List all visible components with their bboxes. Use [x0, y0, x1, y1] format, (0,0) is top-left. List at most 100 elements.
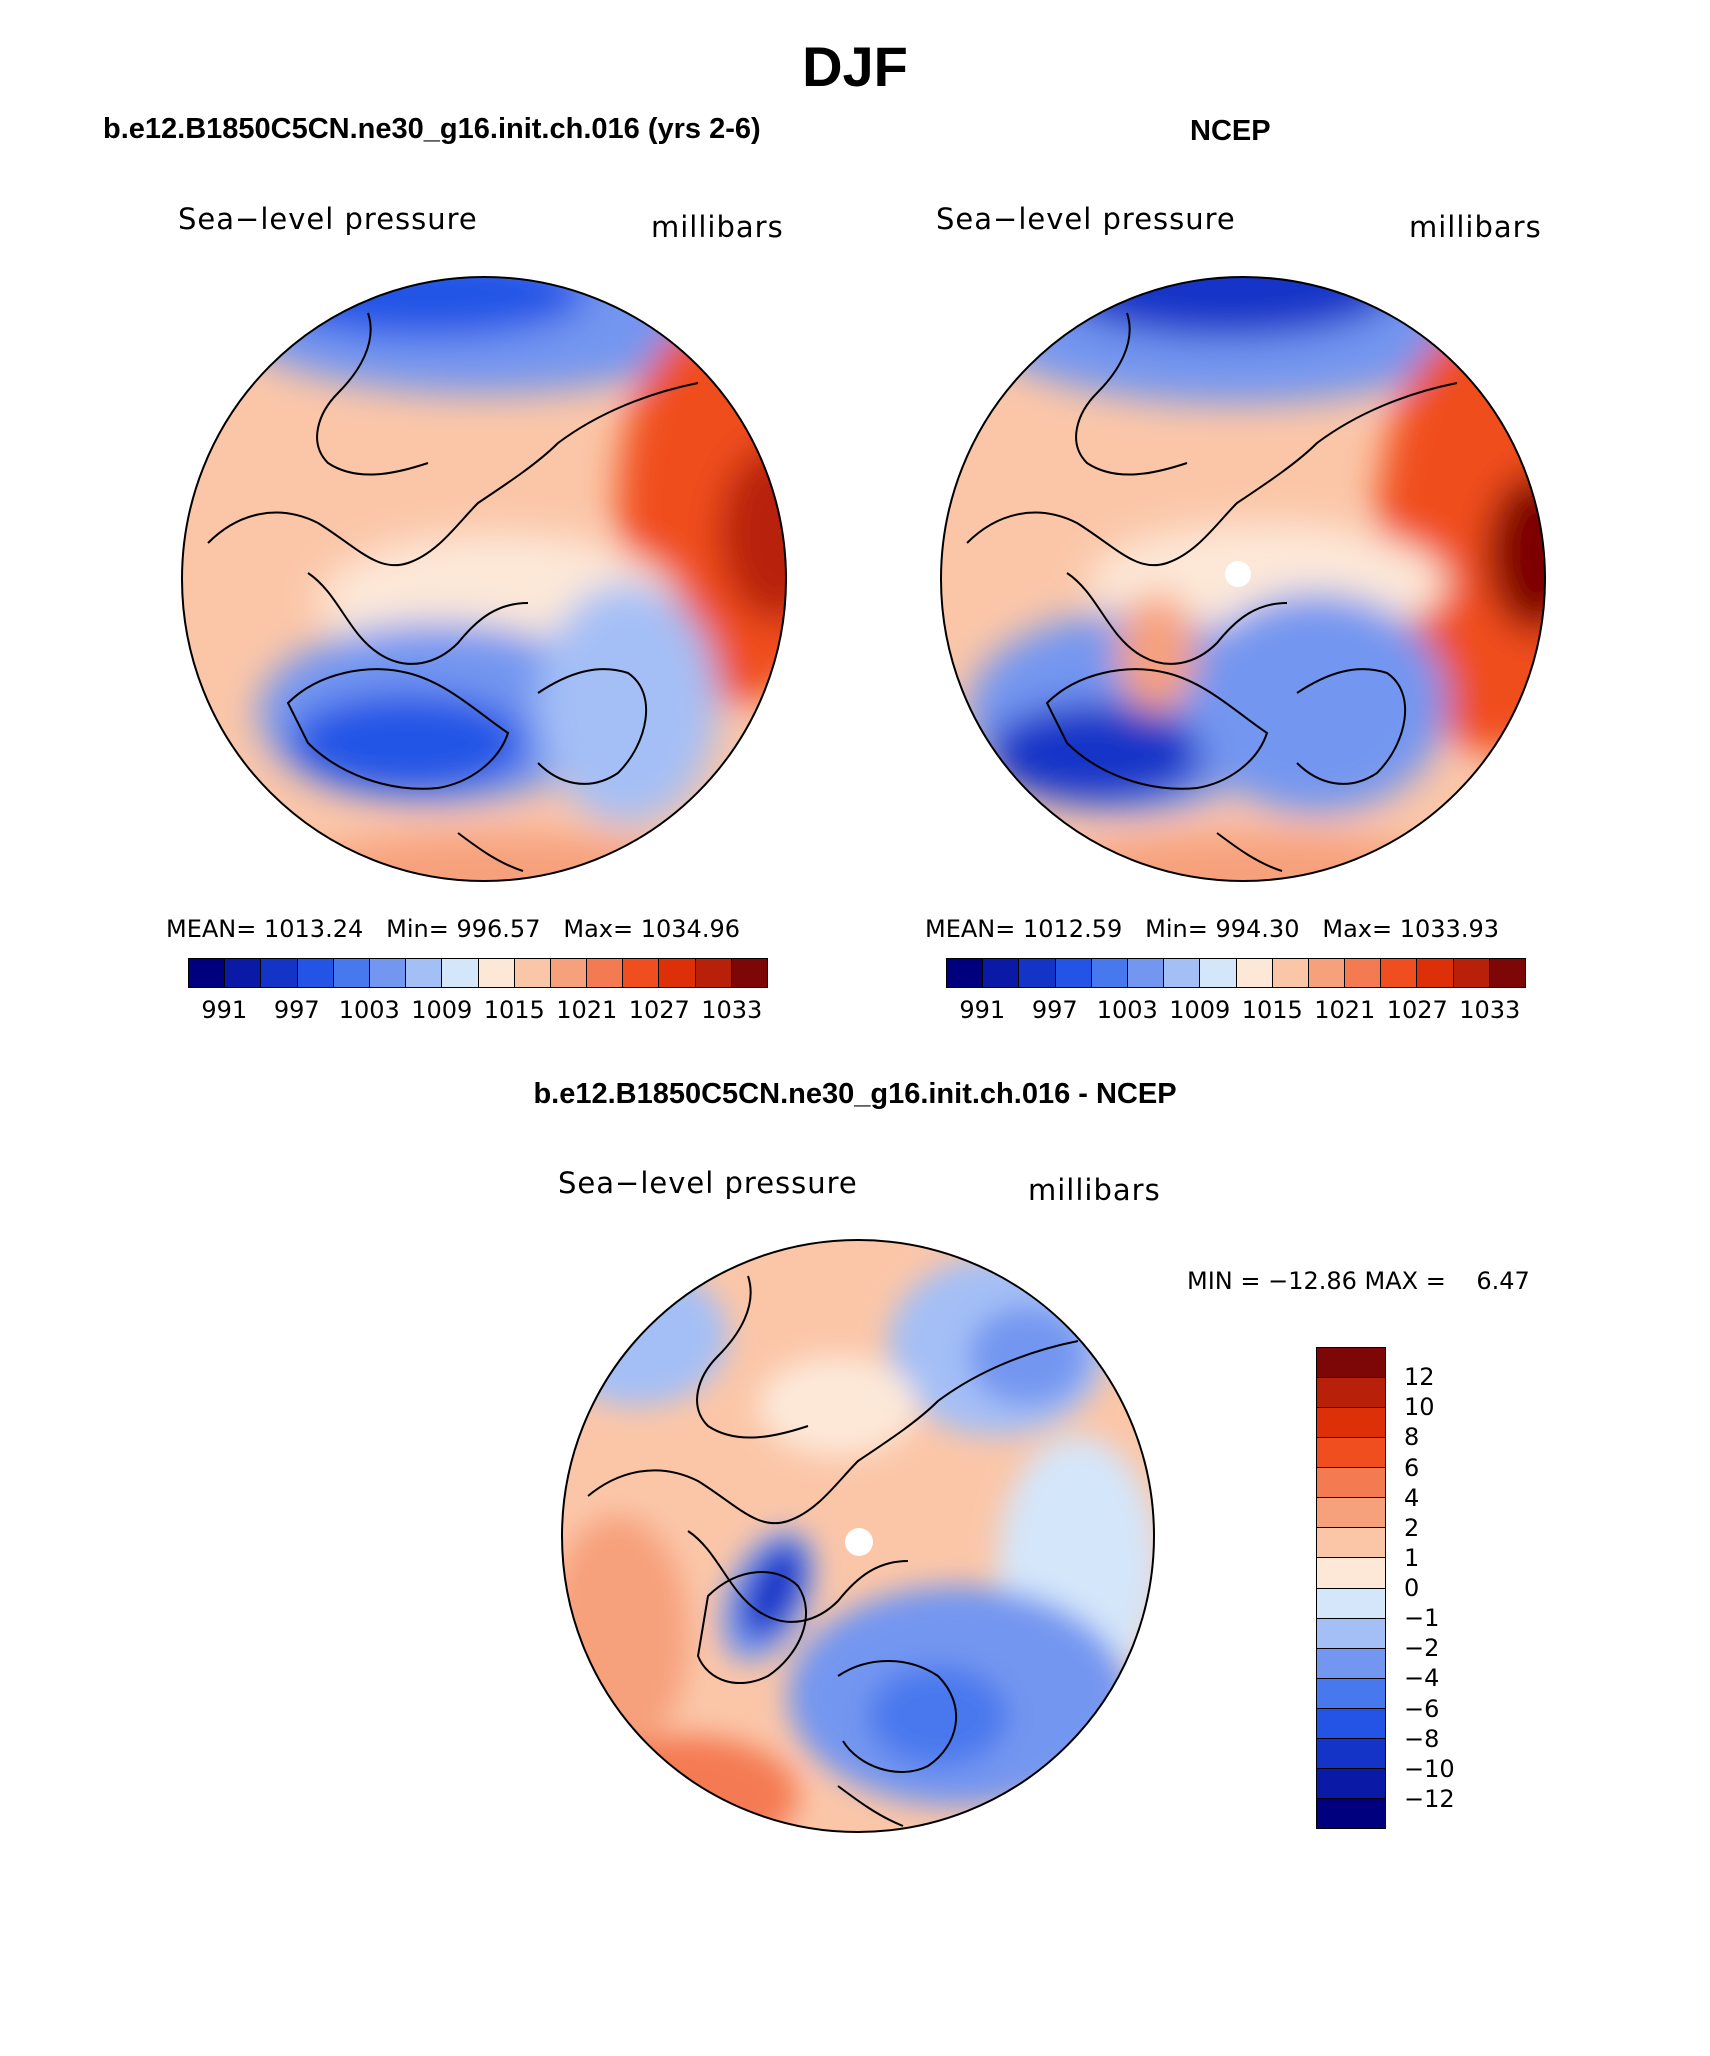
model-colorbar-tick-label: 1033: [701, 996, 763, 1024]
obs-colorbar: [946, 958, 1526, 988]
diff-colorbar-tick-label: 10: [1404, 1393, 1435, 1422]
diff-colorbar-tick-label: −6: [1404, 1694, 1440, 1723]
obs-colorbar-swatch: [1417, 959, 1454, 987]
diff-colorbar-swatch: [1317, 1618, 1385, 1649]
model-atlantic-high: [298, 833, 698, 881]
model-colorbar-swatch: [189, 959, 226, 987]
diff-colorbar-tick-label: 12: [1404, 1363, 1435, 1392]
obs-colorbar-swatch: [1055, 959, 1092, 987]
model-min-value: 996.57: [456, 915, 541, 943]
model-icelandic-low-core: [288, 693, 528, 793]
diff-colorbar-swatch: [1317, 1678, 1385, 1709]
model-colorbar-swatch: [406, 959, 443, 987]
obs-units-label: millibars: [1409, 210, 1542, 244]
diff-colorbar-swatch: [1317, 1738, 1385, 1769]
diff-panel-title: b.e12.B1850C5CN.ne30_g16.init.ch.016 - N…: [533, 1078, 1177, 1110]
obs-coastlines: [966, 312, 1458, 872]
diff-colorbar-tick-label: −4: [1404, 1664, 1440, 1693]
obs-max-value: 1033.93: [1399, 915, 1499, 943]
model-colorbar-swatch: [659, 959, 696, 987]
model-colorbar-swatch: [442, 959, 479, 987]
model-max-value: 1034.96: [640, 915, 740, 943]
obs-colorbar-swatch: [1489, 959, 1525, 987]
diff-colorbar-swatch: [1317, 1498, 1385, 1529]
diff-colorbar-tick-label: 4: [1404, 1483, 1420, 1512]
diff-colorbar-tick-label: −8: [1404, 1724, 1440, 1753]
obs-colorbar-swatch: [1345, 959, 1382, 987]
obs-colorbar-swatch: [1164, 959, 1201, 987]
diff-colorbar-tick-label: −1: [1404, 1604, 1440, 1633]
obs-atlantic-high: [1057, 833, 1457, 881]
model-colorbar-swatch: [550, 959, 588, 987]
obs-colorbar-swatch: [983, 959, 1020, 987]
obs-icelandic-low-core: [987, 703, 1207, 803]
diff-colorbar-swatch: [1317, 1528, 1385, 1559]
model-units-label: millibars: [651, 210, 784, 244]
model-max-label: Max=: [563, 915, 634, 943]
diff-stats: MIN = −12.86 MAX = 6.47: [1187, 1267, 1530, 1295]
model-colorbar-swatch: [695, 959, 732, 987]
obs-colorbar-tick-label: 1009: [1169, 996, 1231, 1024]
obs-panel-title: NCEP: [1190, 115, 1271, 147]
obs-colorbar-ticks: 991 997 1003 1009 1015 1021 1027 1033: [946, 996, 1526, 1026]
obs-colorbar-swatch: [947, 959, 984, 987]
diff-pole-missing-data: [845, 1528, 873, 1556]
diff-field-label: Sea−level pressure: [558, 1166, 858, 1200]
model-polar-map: [181, 276, 787, 882]
model-colorbar-swatch: [261, 959, 298, 987]
obs-polar-map: [940, 276, 1546, 882]
model-colorbar-swatch: [478, 959, 515, 987]
obs-min-value: 994.30: [1215, 915, 1300, 943]
obs-colorbar-swatch: [1091, 959, 1128, 987]
obs-colorbar-tick-label: 991: [959, 996, 1006, 1024]
diff-colorbar-swatch: [1317, 1348, 1385, 1379]
diff-coastlines: [587, 1275, 1079, 1827]
obs-colorbar-tick-label: 1033: [1459, 996, 1521, 1024]
model-colorbar-swatch: [731, 959, 767, 987]
model-colorbar-swatch: [225, 959, 262, 987]
diff-colorbar-tick-label: 6: [1404, 1453, 1420, 1482]
model-mean-value: 1013.24: [264, 915, 364, 943]
obs-siberian-high-core: [1487, 473, 1545, 633]
obs-colorbar-swatch: [1127, 959, 1165, 987]
diff-europe-core: [868, 1666, 1008, 1766]
obs-mean-value: 1012.59: [1023, 915, 1123, 943]
obs-pole-missing-data: [1225, 561, 1251, 587]
obs-max-label: Max=: [1322, 915, 1393, 943]
obs-aleutian-low-core: [1057, 277, 1397, 338]
model-colorbar-tick-label: 1009: [411, 996, 473, 1024]
obs-colorbar-swatch: [1381, 959, 1418, 987]
diff-colorbar-swatch: [1317, 1648, 1385, 1679]
model-field-label: Sea−level pressure: [178, 202, 478, 236]
model-colorbar-tick-label: 1003: [338, 996, 400, 1024]
model-europe-trough: [538, 583, 718, 823]
diff-map-border: [561, 1239, 1155, 1833]
model-colorbar-tick-label: 1027: [628, 996, 690, 1024]
obs-mean-label: MEAN=: [925, 915, 1016, 943]
model-colorbar: [188, 958, 768, 988]
diff-colorbar-tick-label: 0: [1404, 1574, 1420, 1602]
obs-greenland-high: [1117, 593, 1197, 713]
model-colorbar-tick-label: 1015: [483, 996, 545, 1024]
model-map-border: [181, 276, 787, 882]
diff-arctic-neutral: [758, 1356, 918, 1456]
diff-colorbar-swatch: [1317, 1468, 1385, 1499]
model-panel-title: b.e12.B1850C5CN.ne30_g16.init.ch.016 (yr…: [103, 113, 761, 145]
model-colorbar-swatch: [333, 959, 370, 987]
diff-colorbar-swatch: [1317, 1768, 1385, 1799]
diff-polar-map: [561, 1239, 1155, 1833]
obs-colorbar-swatch: [1200, 959, 1237, 987]
diff-colorbar-swatch: [1317, 1708, 1385, 1739]
diff-colorbar-swatch: [1317, 1408, 1385, 1439]
model-mean-label: MEAN=: [166, 915, 257, 943]
model-colorbar-swatch: [623, 959, 660, 987]
obs-field-label: Sea−level pressure: [936, 202, 1236, 236]
diff-colorbar-tick-label: 2: [1404, 1513, 1420, 1542]
obs-colorbar-swatch: [1236, 959, 1273, 987]
diff-colorbar-tick-label: 1: [1404, 1543, 1420, 1572]
model-colorbar-swatch: [514, 959, 551, 987]
diff-colorbar-tick-label: −10: [1404, 1754, 1455, 1783]
obs-colorbar-swatch: [1272, 959, 1309, 987]
model-aleutian-low-core: [268, 277, 588, 338]
diff-colorbar-swatch: [1317, 1798, 1385, 1828]
